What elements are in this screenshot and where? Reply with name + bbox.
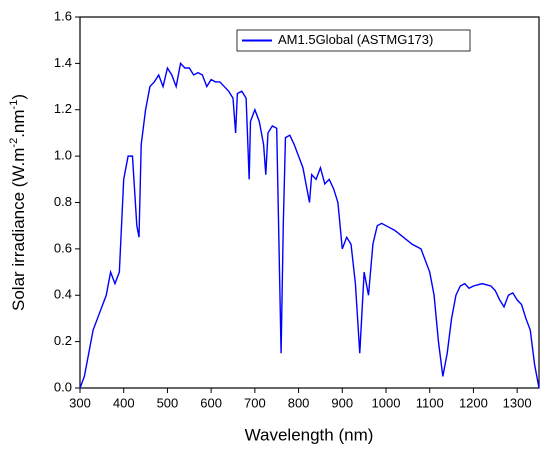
y-tick-label: 1.2 [54, 101, 72, 116]
x-tick-label: 1000 [372, 395, 401, 410]
y-tick-label: 0.6 [54, 240, 72, 255]
legend-label: AM1.5Global (ASTMG173) [278, 32, 433, 47]
y-tick-label: 0.4 [54, 287, 72, 302]
y-tick-label: 0.0 [54, 379, 72, 394]
y-axis-title-part: -1 [8, 100, 20, 110]
x-axis-title: Wavelength (nm) [245, 425, 374, 444]
x-tick-label: 400 [113, 395, 135, 410]
x-tick-label: 700 [244, 395, 266, 410]
x-tick-label: 900 [331, 395, 353, 410]
y-tick-label: 1.0 [54, 148, 72, 163]
y-tick-label: 0.2 [54, 333, 72, 348]
y-axis-title-part: -2 [8, 138, 20, 148]
y-tick-label: 0.8 [54, 194, 72, 209]
y-axis-title-part: Solar irradiance (W.m [9, 148, 28, 311]
x-tick-label: 300 [69, 395, 91, 410]
y-axis-title-part: ) [9, 94, 28, 100]
legend-box [236, 29, 471, 52]
x-tick-label: 500 [157, 395, 179, 410]
series-line [79, 61, 540, 389]
x-tick-label: 800 [288, 395, 310, 410]
y-axis-title: Solar irradiance (W.m-2.nm-1) [8, 94, 29, 311]
x-tick-label: 1100 [416, 395, 444, 410]
x-tick-label: 600 [200, 395, 222, 410]
x-tick-label: 1200 [459, 395, 488, 410]
x-tick-label: 1300 [503, 395, 532, 410]
y-axis-title-part: .nm [9, 109, 28, 137]
y-tick-label: 1.4 [54, 55, 72, 70]
y-tick-label: 1.6 [54, 8, 72, 23]
